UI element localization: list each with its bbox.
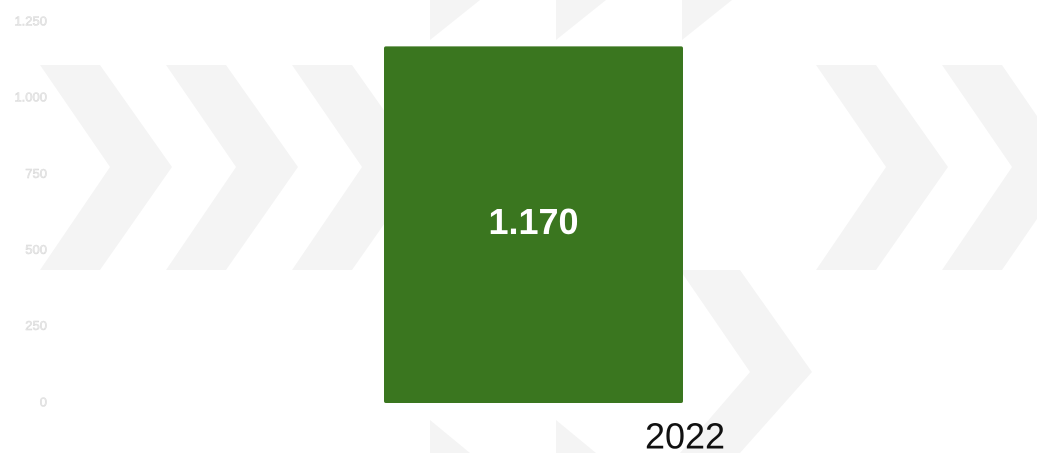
y-tick-label: 1.250 xyxy=(14,13,47,28)
y-tick-label: 500 xyxy=(25,242,47,257)
y-tick-label: 750 xyxy=(25,166,47,181)
bar xyxy=(384,46,683,403)
y-tick-label: 250 xyxy=(25,318,47,333)
value-label: 1.170 xyxy=(488,201,578,242)
x-tick-label: 2022 xyxy=(645,416,725,453)
y-tick-label: 1.000 xyxy=(14,90,47,105)
background-chevrons xyxy=(40,0,1037,453)
y-tick-label: 0 xyxy=(40,394,47,409)
